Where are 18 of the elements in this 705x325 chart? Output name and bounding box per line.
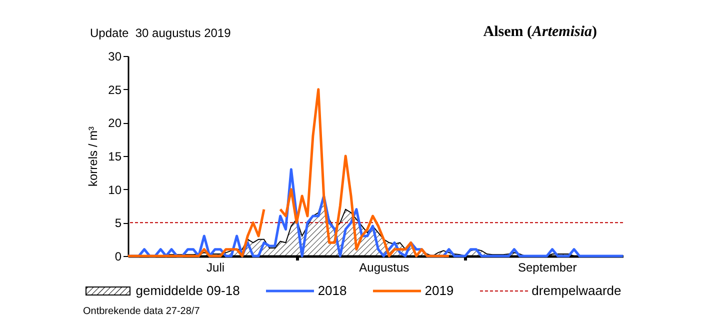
chart-title: Alsem (Artemisia) — [483, 24, 597, 41]
text: Ontbrekende data 27-28/7 — [83, 306, 200, 317]
text: gemiddelde 09-18 — [136, 283, 240, 298]
y-tick-label: 30 — [108, 50, 122, 64]
x-tick-label: Juli — [206, 260, 225, 274]
legend-label: 2019 — [424, 283, 454, 298]
y-tick-label: 10 — [108, 182, 122, 197]
legend-label: drempelwaarde — [532, 283, 622, 298]
y-tick-label: 20 — [108, 116, 122, 130]
y-tick-label: 5 — [114, 216, 122, 230]
y-tick-label: 0 — [114, 250, 122, 264]
chart-subtitle: Update 30 augustus 2019 — [90, 26, 231, 40]
legend-label: 2018 — [318, 283, 347, 298]
y-axis-title: korrels / m³ — [86, 126, 100, 186]
x-tick-label: Augustus — [359, 260, 410, 274]
x-tick-label: September — [518, 260, 577, 274]
y-tick-label: 25 — [108, 82, 122, 97]
y-tick-label: 15 — [108, 150, 122, 164]
